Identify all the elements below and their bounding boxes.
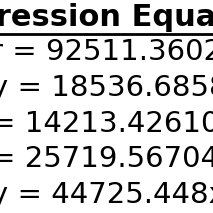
Bar: [0, 141, 213, 177]
Text: = 25719.56704x -: = 25719.56704x -: [0, 145, 213, 173]
Bar: [0, 106, 213, 141]
Text: r = 92511.36027x: r = 92511.36027x: [0, 38, 213, 66]
Text: y = 44725.448x -: y = 44725.448x -: [0, 181, 213, 209]
Bar: [0, 34, 213, 70]
Text: y = 18536.68580x: y = 18536.68580x: [0, 74, 213, 102]
Text: = 14213.42610x -: = 14213.42610x -: [0, 109, 213, 138]
Text: Regression Equation: Regression Equation: [0, 3, 213, 32]
Bar: [0, 70, 213, 106]
Bar: [0, 177, 213, 213]
Bar: [0, 0, 213, 34]
